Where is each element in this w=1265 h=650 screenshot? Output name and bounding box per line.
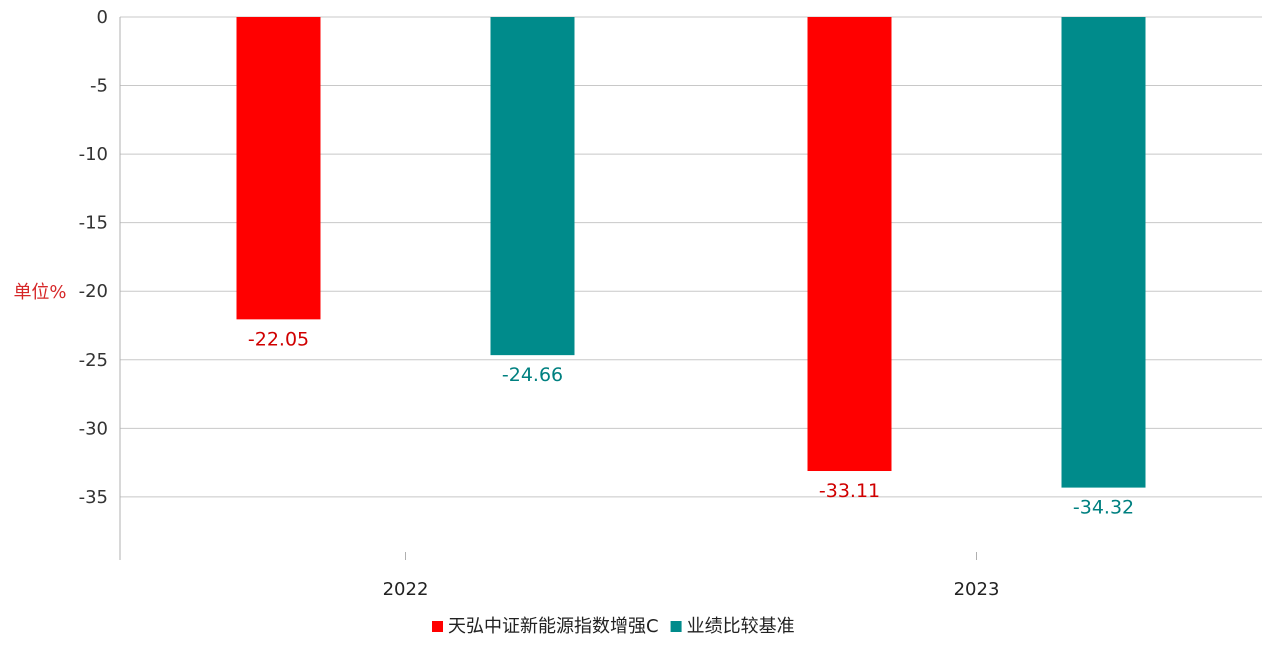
y-tick-label: -10: [79, 144, 108, 165]
bar-value-label: -22.05: [248, 328, 309, 350]
legend: 天弘中证新能源指数增强C 业绩比较基准: [432, 616, 795, 637]
y-tick-label: 0: [97, 7, 108, 28]
y-tick-label: -25: [79, 350, 108, 371]
y-tick-label: -15: [79, 213, 108, 234]
bar-value-label: -34.32: [1073, 497, 1134, 519]
y-axis-unit-label: 单位%: [13, 282, 66, 303]
y-tick-label: -20: [79, 281, 108, 302]
y-tick-label: -5: [90, 76, 108, 97]
axes: 0 -5 -10 -15 -20 -25 -30 -35 2022 2023: [79, 7, 1000, 600]
bar: [1061, 17, 1146, 488]
bar: [490, 17, 575, 356]
bars: [236, 17, 1146, 488]
legend-label: 天弘中证新能源指数增强C: [448, 616, 659, 637]
bar: [236, 17, 321, 320]
legend-label: 业绩比较基准: [687, 616, 795, 637]
bar-value-label: -33.11: [819, 480, 880, 502]
bar: [807, 17, 892, 472]
legend-swatch: [432, 621, 443, 632]
bar-value-label: -24.66: [502, 364, 563, 386]
data-labels: -22.05 -24.66 -33.11 -34.32: [248, 328, 1134, 518]
x-category-label: 2023: [954, 579, 1000, 600]
x-category-label: 2022: [383, 579, 429, 600]
y-tick-label: -35: [79, 487, 108, 508]
y-tick-label: -30: [79, 418, 108, 439]
legend-swatch: [670, 621, 682, 632]
